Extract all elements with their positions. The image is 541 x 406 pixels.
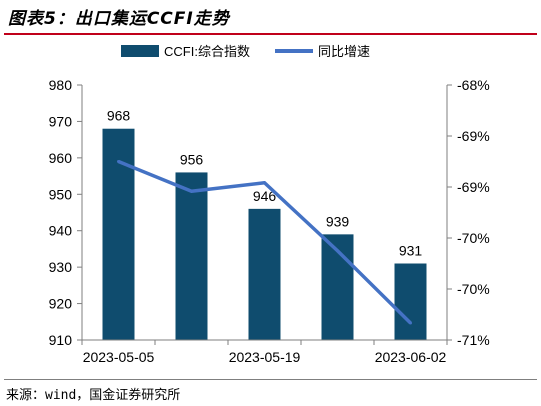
title-divider (4, 33, 537, 35)
source-divider (4, 379, 537, 380)
left-axis-tick-label: 970 (49, 113, 73, 129)
bar-data-label: 931 (399, 243, 423, 259)
x-axis-tick-label: 2023-05-19 (229, 349, 301, 365)
chart-title: 图表5：出口集运CCFI走势 (8, 9, 230, 29)
left-axis-tick-label: 960 (49, 150, 73, 166)
left-axis-tick-label: 940 (49, 223, 73, 239)
right-axis-tick-label: -69% (457, 179, 490, 195)
right-axis-tick-label: -70% (457, 230, 490, 246)
left-axis-tick-label: 930 (49, 259, 73, 275)
line-point (409, 321, 412, 325)
line-point (117, 160, 120, 163)
right-y-axis: -68% -69% -69% -70% -70% -71% (446, 77, 490, 348)
bar (175, 172, 208, 340)
bar-data-label: 946 (253, 188, 277, 204)
line-point (190, 189, 193, 193)
line-series (117, 159, 412, 325)
right-axis-tick-label: -70% (457, 281, 490, 297)
left-axis-tick-label: 910 (49, 332, 73, 348)
bar-data-labels: 968 956 946 939 931 (107, 108, 423, 259)
source-note: 来源：wind，国金证券研究所 (6, 388, 181, 403)
left-y-axis: 980 970 960 950 940 930 920 910 (49, 77, 83, 348)
bar (248, 208, 281, 340)
right-axis-tick-label: -69% (457, 128, 490, 144)
bar (102, 128, 135, 340)
bar-data-label: 939 (326, 213, 350, 229)
bar-data-label: 968 (107, 108, 131, 124)
bar (394, 263, 427, 340)
bar-series (102, 128, 427, 340)
legend-label-line: 同比增速 (318, 44, 370, 59)
bar-data-label: 956 (180, 151, 204, 167)
left-axis-tick-label: 950 (49, 186, 73, 202)
x-axis-tick-label: 2023-06-02 (375, 349, 447, 365)
line-point (263, 181, 266, 185)
right-axis-tick-label: -71% (457, 332, 490, 348)
x-axis-tick-label: 2023-05-05 (83, 349, 155, 365)
right-axis-tick-label: -68% (457, 77, 490, 93)
x-axis: 2023-05-05 2023-05-19 2023-06-02 (81, 339, 448, 365)
legend: CCFI:综合指数 同比增速 (121, 44, 370, 59)
left-axis-tick-label: 920 (49, 296, 73, 312)
left-axis-tick-label: 980 (49, 77, 73, 93)
line-point (336, 249, 339, 253)
legend-label-bar: CCFI:综合指数 (164, 44, 250, 59)
legend-swatch-bar (121, 45, 159, 57)
